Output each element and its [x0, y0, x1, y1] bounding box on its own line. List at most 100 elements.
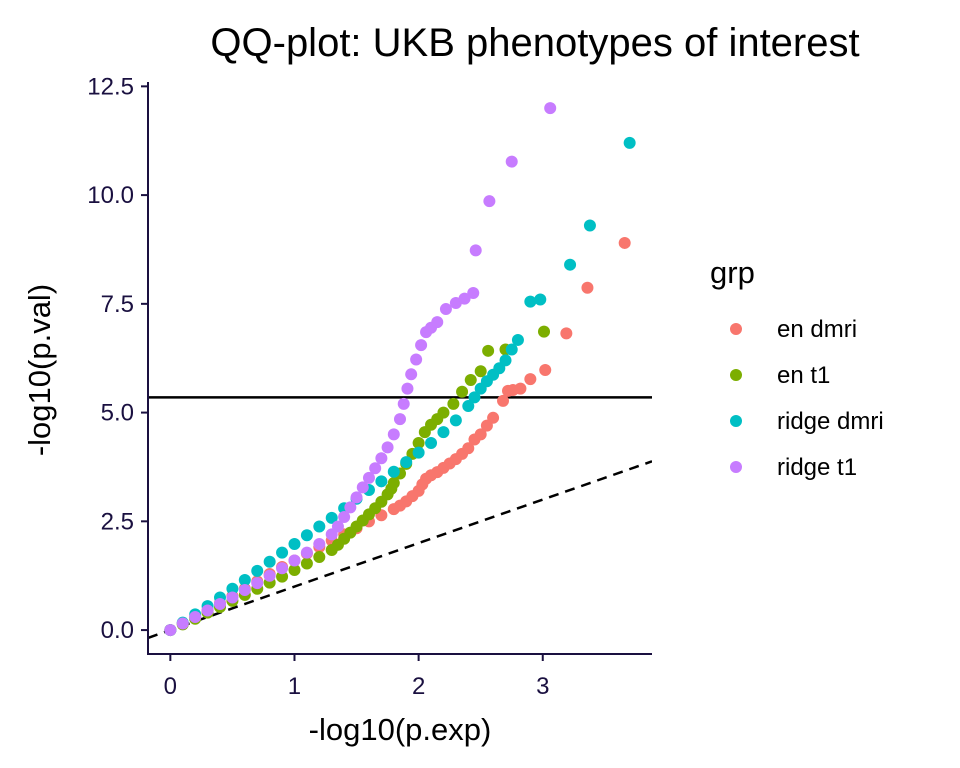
- legend-label: ridge t1: [777, 454, 857, 481]
- data-point: [288, 564, 301, 577]
- x-tick-label: 2: [412, 673, 425, 700]
- data-point: [176, 617, 189, 630]
- data-point: [462, 400, 475, 413]
- data-point: [338, 510, 351, 523]
- x-axis-ticks: 0 1 2 3: [164, 654, 549, 700]
- data-point: [226, 591, 239, 604]
- data-point: [325, 511, 338, 524]
- data-point: [437, 426, 450, 439]
- legend-title: grp: [710, 255, 755, 290]
- data-point: [623, 136, 636, 149]
- data-point: [482, 344, 495, 357]
- legend-label: ridge dmri: [777, 408, 884, 435]
- data-point: [497, 394, 510, 407]
- data-point: [381, 441, 394, 454]
- data-point: [369, 462, 382, 475]
- data-point: [300, 529, 313, 542]
- data-point: [387, 477, 400, 490]
- data-point: [375, 475, 388, 488]
- plot-area: [148, 102, 652, 640]
- x-tick-label: 1: [288, 673, 301, 700]
- data-point: [458, 292, 471, 305]
- data-point: [468, 391, 481, 404]
- data-point: [394, 413, 406, 426]
- data-point: [387, 428, 400, 441]
- data-point: [534, 293, 547, 306]
- data-point: [238, 574, 251, 587]
- legend-key: [730, 415, 742, 427]
- x-axis-title: -log10(p.exp): [309, 712, 492, 747]
- data-point: [313, 550, 326, 563]
- identity-reference-line: [148, 460, 652, 640]
- y-tick-label: 10.0: [87, 182, 134, 209]
- data-point: [505, 155, 518, 168]
- data-point: [288, 537, 301, 550]
- data-point: [581, 281, 594, 294]
- data-point: [288, 554, 301, 567]
- data-point: [251, 564, 264, 577]
- series-ridge-dmri: [164, 136, 636, 637]
- data-point: [474, 365, 487, 378]
- data-point: [375, 452, 388, 465]
- legend-label: en t1: [777, 362, 830, 389]
- data-point: [439, 303, 452, 316]
- data-point: [344, 501, 357, 514]
- x-tick-label: 3: [536, 673, 549, 700]
- data-point: [564, 258, 577, 271]
- data-point: [400, 456, 413, 469]
- data-point: [300, 557, 313, 570]
- data-point: [505, 343, 518, 356]
- data-point: [538, 325, 550, 338]
- data-point: [583, 219, 596, 232]
- data-point: [276, 546, 289, 559]
- data-point: [263, 555, 276, 568]
- data-point: [544, 102, 557, 115]
- data-point: [539, 363, 552, 376]
- data-point: [350, 491, 363, 504]
- data-point: [313, 537, 326, 550]
- series-ridge-t1: [164, 102, 557, 637]
- data-point: [263, 569, 276, 582]
- data-point: [412, 437, 425, 450]
- data-point: [164, 624, 177, 637]
- data-point: [469, 244, 482, 257]
- data-point: [462, 442, 475, 455]
- data-point: [412, 446, 425, 459]
- data-point: [499, 354, 512, 367]
- data-point: [276, 562, 289, 575]
- y-tick-label: 7.5: [101, 291, 134, 318]
- y-axis-ticks: 0.0 2.5 5.0 7.5 10.0 12.5: [87, 73, 148, 644]
- data-point: [447, 397, 460, 410]
- data-point: [487, 411, 500, 424]
- y-tick-label: 0.0: [101, 617, 134, 644]
- chart-title: QQ-plot: UKB phenotypes of interest: [210, 21, 859, 65]
- data-point: [276, 570, 289, 583]
- legend-label: en dmri: [777, 316, 857, 343]
- data-point: [410, 353, 423, 366]
- legend-key: [730, 461, 742, 473]
- data-point: [449, 414, 462, 427]
- data-point: [560, 327, 573, 340]
- data-point: [189, 611, 202, 624]
- y-tick-label: 5.0: [101, 400, 134, 427]
- data-point: [524, 295, 537, 308]
- y-tick-label: 2.5: [101, 508, 134, 535]
- data-point: [483, 195, 496, 208]
- data-point: [511, 333, 524, 346]
- data-point: [456, 385, 469, 398]
- data-point: [425, 437, 438, 450]
- data-point: [415, 339, 428, 352]
- data-point: [300, 546, 313, 559]
- data-point: [474, 428, 487, 441]
- data-point: [618, 236, 631, 249]
- y-tick-label: 12.5: [87, 73, 134, 100]
- legend-key: [730, 369, 742, 381]
- data-point: [356, 481, 369, 494]
- data-point: [401, 382, 414, 395]
- y-axis-title: -log10(p.val): [22, 284, 57, 456]
- data-point: [201, 604, 214, 617]
- data-point: [397, 397, 410, 410]
- data-point: [467, 286, 480, 299]
- data-point: [331, 520, 344, 533]
